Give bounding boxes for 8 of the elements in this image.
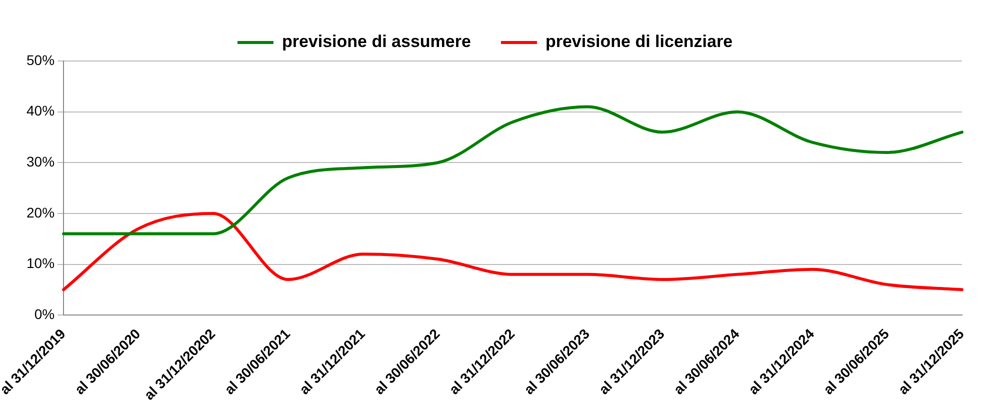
y-tick-label: 20% bbox=[26, 204, 55, 220]
y-tick-label: 50% bbox=[26, 52, 55, 68]
legend-label: previsione di licenziare bbox=[545, 32, 733, 52]
y-tick-label: 0% bbox=[34, 306, 55, 322]
y-tick-label: 10% bbox=[26, 255, 55, 272]
y-tick-label: 40% bbox=[26, 102, 55, 119]
y-tick-label: 30% bbox=[26, 153, 55, 170]
legend-label: previsione di assumere bbox=[282, 32, 471, 52]
